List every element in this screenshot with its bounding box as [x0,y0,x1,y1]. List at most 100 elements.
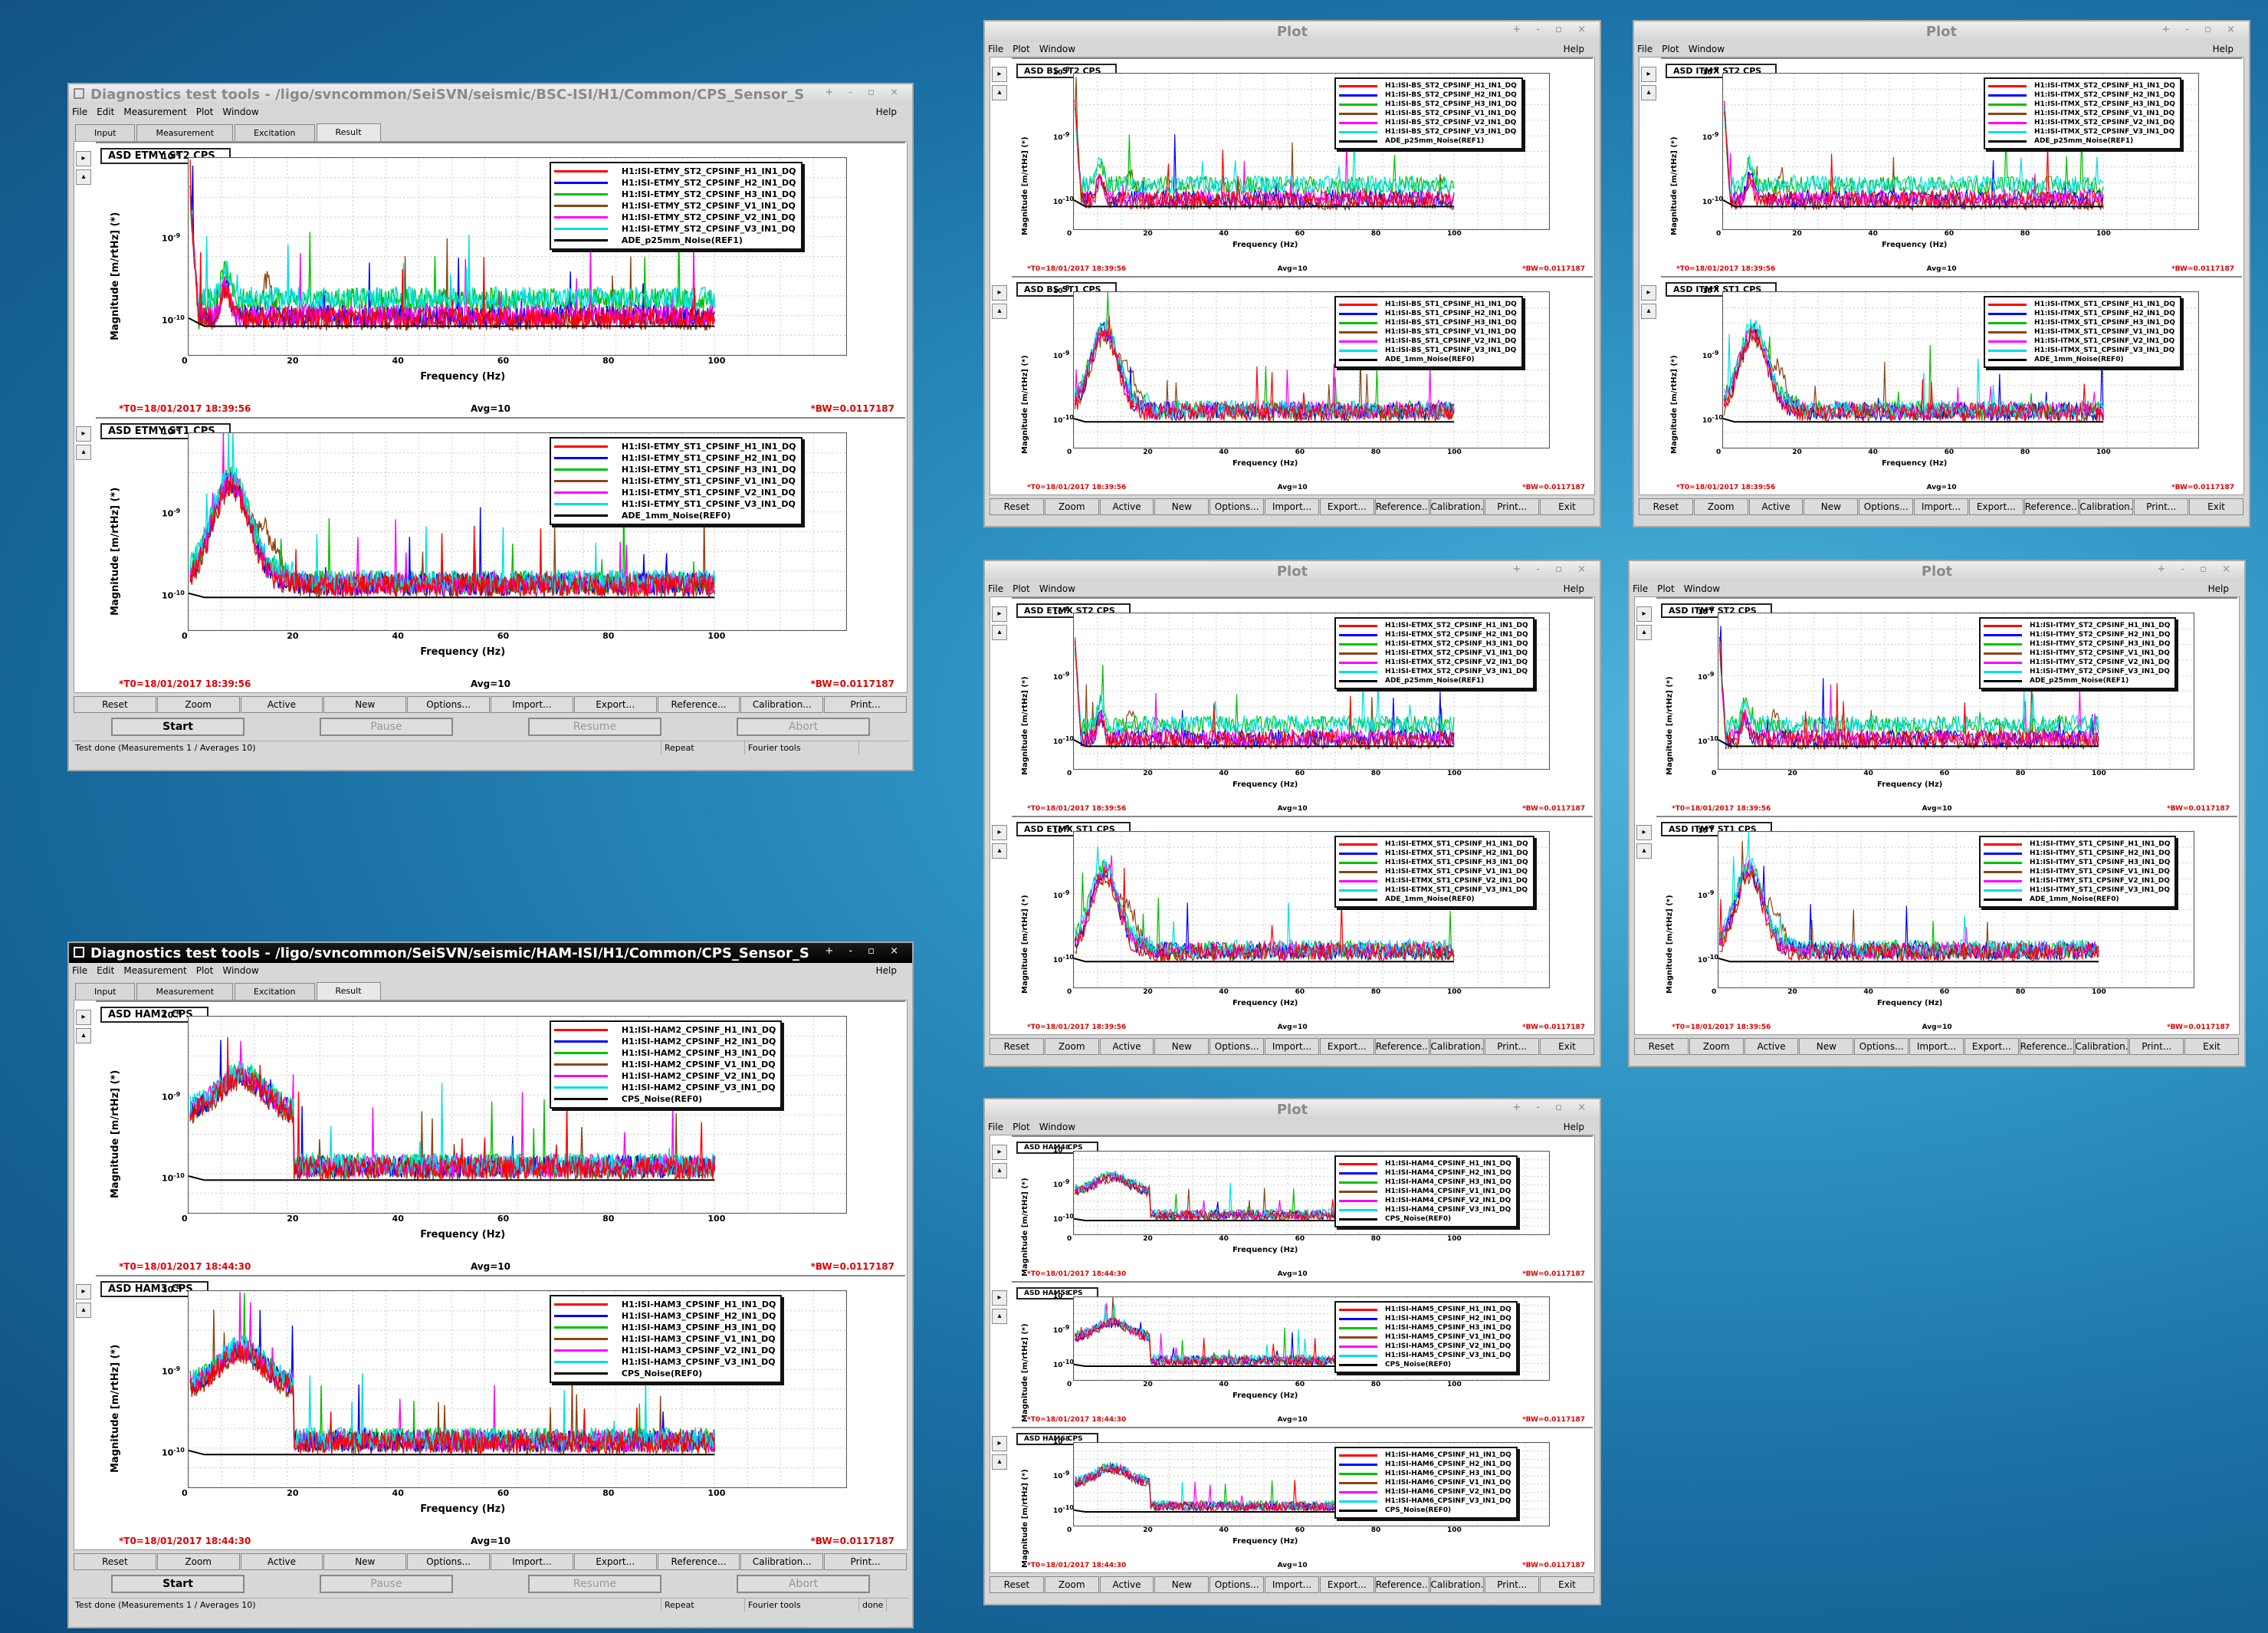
menu-plot[interactable]: Plot [1657,583,1675,594]
panel-arrow-right-button[interactable]: ▸ [992,1436,1007,1451]
new-button[interactable]: New [323,1553,407,1570]
legend[interactable]: H1:ISI-ETMX_ST2_CPSINF_H1_IN1_DQ H1:ISI-E… [1334,617,1534,689]
new-button[interactable]: New [1154,1038,1209,1055]
reference-button[interactable]: Reference... [2023,498,2079,515]
exit-button[interactable]: Exit [2184,1038,2239,1055]
abort-button[interactable]: Abort [737,718,870,736]
calibration-button[interactable]: Calibration... [1429,1038,1485,1055]
import-button[interactable]: Import... [490,696,573,713]
print-button[interactable]: Print... [1485,498,1540,515]
panel-arrow-up-button[interactable]: ▴ [992,85,1007,100]
export-button[interactable]: Export... [1319,1576,1374,1593]
legend[interactable]: H1:ISI-ETMX_ST1_CPSINF_H1_IN1_DQ H1:ISI-E… [1334,836,1534,908]
print-button[interactable]: Print... [1485,1576,1540,1593]
options-button[interactable]: Options... [1209,1038,1265,1055]
menu-file[interactable]: File [1633,583,1649,594]
panel-arrow-up-button[interactable]: ▴ [76,169,91,185]
start-button[interactable]: Start [111,718,245,736]
reset-button[interactable]: Reset [990,498,1044,515]
panel-arrow-up-button[interactable]: ▴ [992,304,1007,319]
legend[interactable]: H1:ISI-HAM3_CPSINF_H1_IN1_DQ H1:ISI-HAM3_… [549,1295,783,1383]
options-button[interactable]: Options... [1859,498,1914,515]
options-button[interactable]: Options... [407,696,490,713]
panel-arrow-right-button[interactable]: ▸ [1636,606,1652,622]
panel-arrow-up-button[interactable]: ▴ [76,445,91,460]
reset-button[interactable]: Reset [990,1038,1044,1055]
start-button[interactable]: Start [111,1575,245,1593]
title-bar[interactable]: Plot + ‑ ▫ × [1634,21,2249,41]
options-button[interactable]: Options... [1209,498,1265,515]
panel-arrow-right-button[interactable]: ▸ [992,1290,1007,1306]
zoom-button[interactable]: Zoom [1693,498,1748,515]
export-button[interactable]: Export... [1319,1038,1374,1055]
menu-plot[interactable]: Plot [195,965,214,976]
menu-plot[interactable]: Plot [1662,44,1679,54]
menu-window[interactable]: Window [1688,44,1725,54]
options-button[interactable]: Options... [407,1553,490,1570]
menu-help[interactable]: Help [1563,1122,1584,1132]
print-button[interactable]: Print... [2134,498,2189,515]
panel-arrow-right-button[interactable]: ▸ [992,67,1007,82]
window-menu-icon[interactable] [74,947,84,958]
active-button[interactable]: Active [240,696,323,713]
menu-help[interactable]: Help [875,965,897,976]
title-bar[interactable]: Diagnostics test tools - /ligo/svncommon… [69,84,912,104]
reference-button[interactable]: Reference... [1374,1576,1429,1593]
itmy-plot-window[interactable]: Plot + ‑ ▫ × File Plot Window Help ▸ ▴ ASD ITMY … [1628,560,2246,1067]
title-bar[interactable]: Diagnostics test tools - /ligo/svncommon… [69,943,912,963]
new-button[interactable]: New [1799,1038,1854,1055]
menu-window[interactable]: Window [222,965,259,976]
active-button[interactable]: Active [1744,1038,1799,1055]
pause-button[interactable]: Pause [320,1575,453,1593]
tab-input[interactable]: Input [75,124,136,141]
menu-help[interactable]: Help [2207,583,2229,594]
legend[interactable]: H1:ISI-ITMX_ST2_CPSINF_H1_IN1_DQ H1:ISI-I… [1984,77,2181,150]
panel-arrow-up-button[interactable]: ▴ [1636,843,1652,859]
options-button[interactable]: Options... [1854,1038,1909,1055]
calibration-button[interactable]: Calibration... [2074,1038,2129,1055]
menu-help[interactable]: Help [1563,583,1584,594]
legend[interactable]: H1:ISI-ITMY_ST1_CPSINF_H1_IN1_DQ H1:ISI-I… [1979,836,2177,908]
options-button[interactable]: Options... [1209,1576,1265,1593]
panel-arrow-up-button[interactable]: ▴ [76,1303,91,1318]
window-controls[interactable]: + ‑ ▫ × [2161,24,2241,35]
print-button[interactable]: Print... [1485,1038,1540,1055]
menu-plot[interactable]: Plot [1013,583,1030,594]
panel-arrow-up-button[interactable]: ▴ [1641,85,1656,100]
reset-button[interactable]: Reset [1634,1038,1689,1055]
menu-edit[interactable]: Edit [97,107,115,117]
ham456-plot-window[interactable]: Plot + ‑ ▫ × File Plot Window Help ▸ ▴ ASD HAM4 … [983,1098,1601,1605]
legend[interactable]: H1:ISI-ITMY_ST2_CPSINF_H1_IN1_DQ H1:ISI-I… [1979,617,2177,689]
reference-button[interactable]: Reference... [1374,498,1429,515]
tab-result[interactable]: Result [316,982,381,1001]
menu-help[interactable]: Help [875,107,897,117]
print-button[interactable]: Print... [824,696,907,713]
menu-window[interactable]: Window [1039,44,1076,54]
active-button[interactable]: Active [1748,498,1804,515]
exit-button[interactable]: Exit [1540,1576,1594,1593]
panel-arrow-right-button[interactable]: ▸ [992,285,1007,301]
menu-file[interactable]: File [988,583,1004,594]
zoom-button[interactable]: Zoom [1689,1038,1744,1055]
title-bar[interactable]: Plot + ‑ ▫ × [985,21,1600,41]
tab-excitation[interactable]: Excitation [235,983,315,1000]
window-controls[interactable]: + ‑ ▫ × [2157,564,2237,575]
zoom-button[interactable]: Zoom [1044,1038,1099,1055]
legend[interactable]: H1:ISI-HAM2_CPSINF_H1_IN1_DQ H1:ISI-HAM2_… [549,1020,783,1109]
panel-arrow-right-button[interactable]: ▸ [76,426,91,442]
panel-arrow-right-button[interactable]: ▸ [1641,67,1656,82]
menu-window[interactable]: Window [1039,583,1076,594]
panel-arrow-right-button[interactable]: ▸ [76,151,91,166]
menu-window[interactable]: Window [222,107,259,117]
menu-measurement[interactable]: Measurement [123,107,187,117]
active-button[interactable]: Active [1099,1038,1154,1055]
calibration-button[interactable]: Calibration... [1429,1576,1485,1593]
resume-button[interactable]: Resume [528,718,661,736]
tab-measurement[interactable]: Measurement [136,983,234,1000]
legend[interactable]: H1:ISI-HAM4_CPSINF_H1_IN1_DQ H1:ISI-HAM4_… [1334,1155,1518,1227]
menu-plot[interactable]: Plot [1013,44,1030,54]
menu-file[interactable]: File [72,965,88,976]
menu-help[interactable]: Help [1563,44,1584,54]
title-bar[interactable]: Plot + ‑ ▫ × [985,561,1600,581]
panel-arrow-up-button[interactable]: ▴ [992,1163,1007,1178]
